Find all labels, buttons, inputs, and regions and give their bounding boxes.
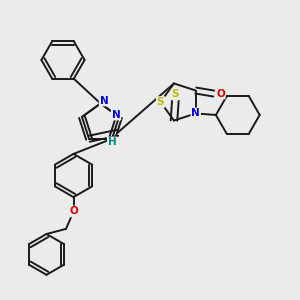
- Text: O: O: [216, 88, 225, 98]
- Text: N: N: [100, 95, 109, 106]
- Text: H: H: [108, 137, 116, 147]
- Text: S: S: [157, 97, 164, 107]
- Text: S: S: [172, 89, 179, 99]
- Text: N: N: [112, 110, 120, 120]
- Text: N: N: [191, 109, 200, 118]
- Text: O: O: [69, 206, 78, 217]
